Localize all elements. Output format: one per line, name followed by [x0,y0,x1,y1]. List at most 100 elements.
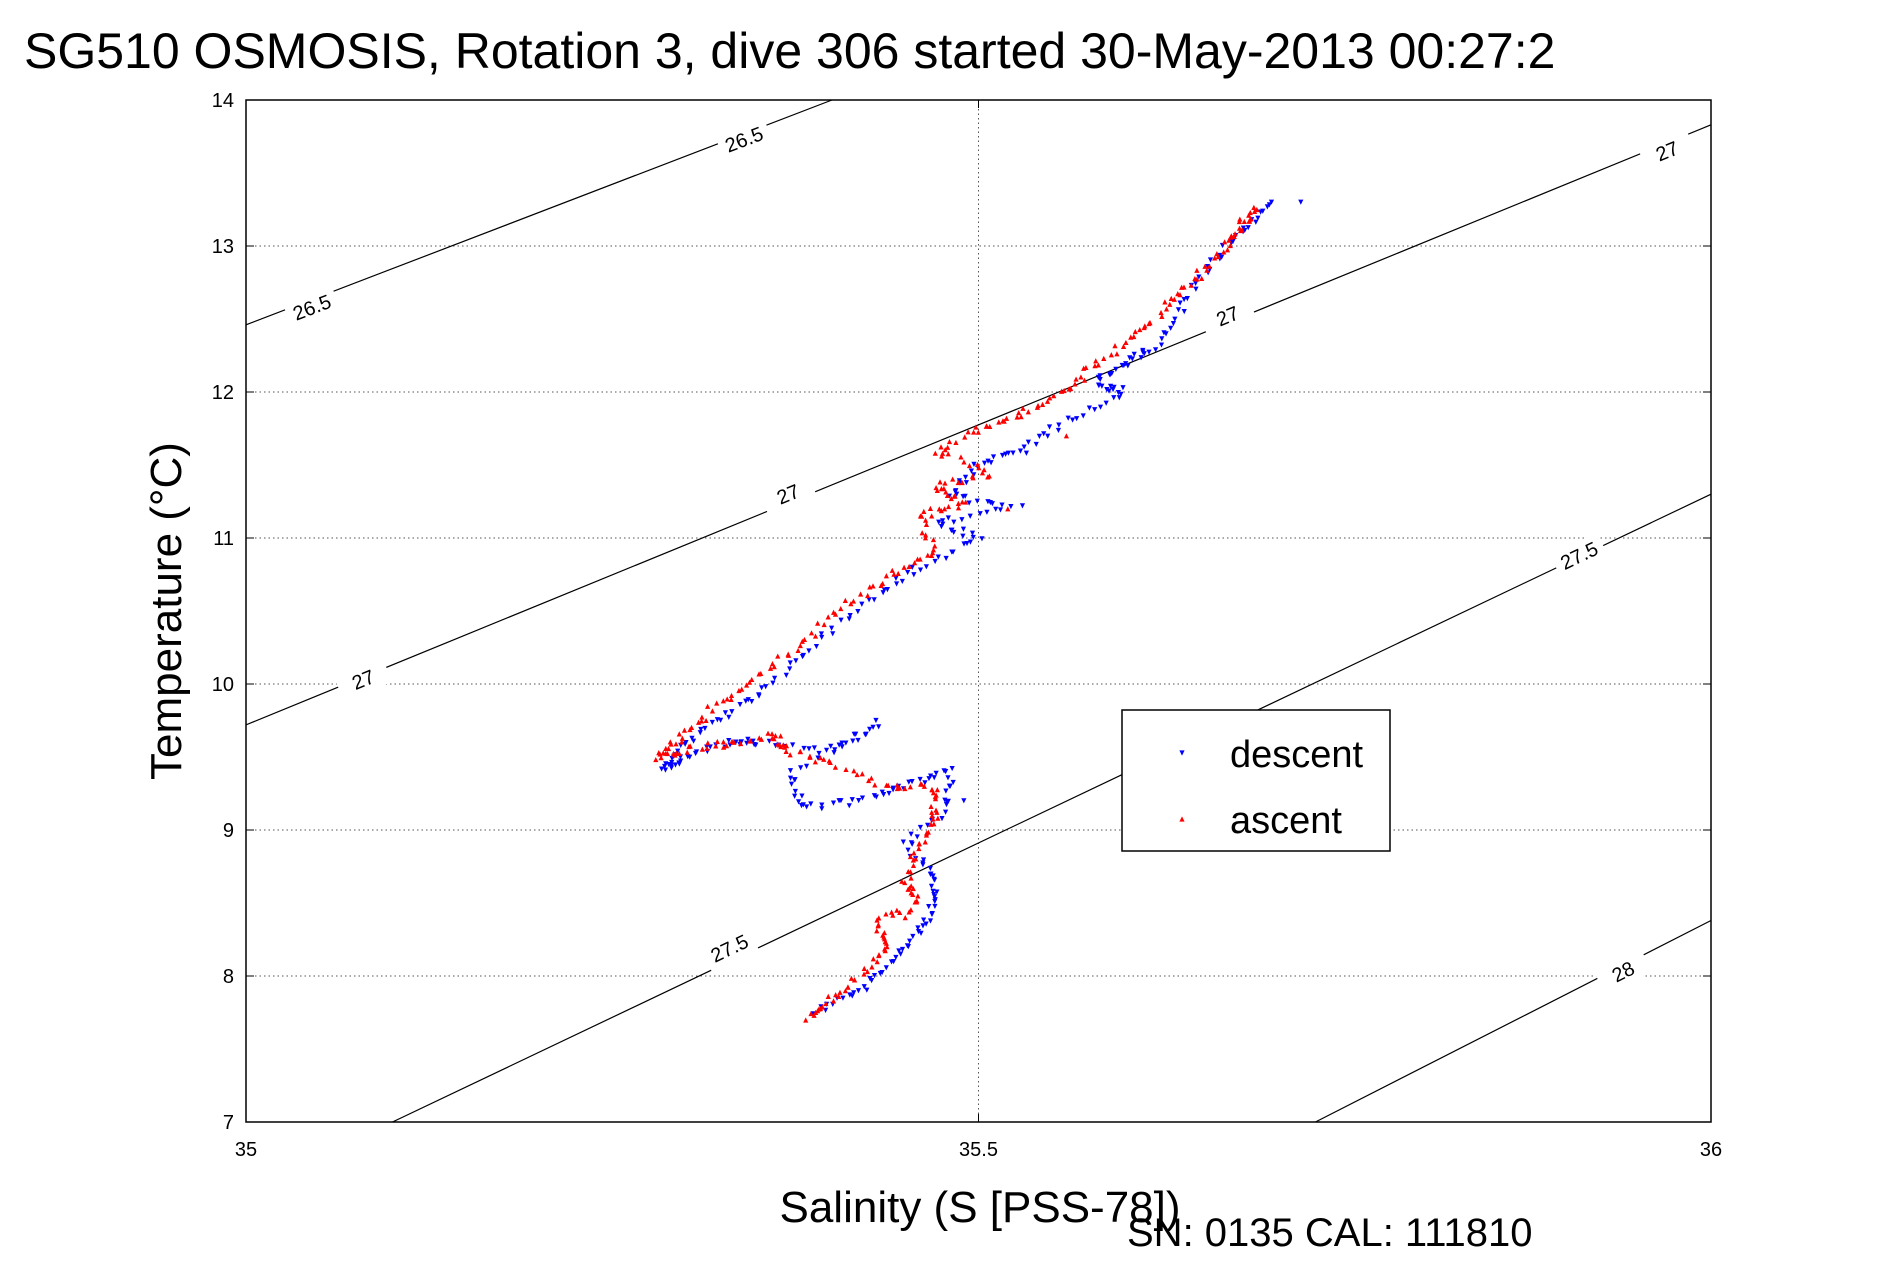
ascent-point [929,786,935,793]
ascent-point [870,583,876,589]
descent-point [839,744,845,750]
ascent-point [807,754,813,760]
descent-point [744,740,750,746]
descent-point [749,699,755,705]
ascent-point [945,503,952,510]
ascent-point [842,988,849,994]
descent-point [800,802,806,808]
descent-point [956,478,962,484]
descent-point [830,800,837,806]
descent-point [1002,451,1009,457]
descent-point [1092,407,1098,413]
ascent-point [1204,267,1210,273]
descent-point [952,489,958,495]
descent-point [790,742,796,748]
descent-point [931,894,938,900]
density-contour-28 [1315,919,1712,1123]
x-axis-label: Salinity (S [PSS-78]) [779,1183,1180,1232]
descent-point [999,452,1006,459]
descent-point [658,766,665,772]
descent-point [759,685,765,691]
descent-point [964,540,970,547]
ascent-point [720,739,727,745]
ascent-point [866,777,872,784]
descent-point [871,973,878,979]
descent-point [847,612,853,619]
ascent-point [1120,343,1127,349]
descent-point [722,710,729,716]
ascent-point [832,764,839,770]
ascent-point [815,620,821,626]
descent-point [1181,309,1187,315]
ascent-point [859,771,865,777]
descent-point [1069,417,1076,423]
descent-point [803,763,810,769]
descent-point [1196,274,1202,280]
ascent-point [714,738,720,745]
ascent-point [801,636,808,643]
ascent-point [935,815,941,821]
ascent-point [1018,413,1024,420]
ascent-point [1222,239,1228,245]
ascent-point [838,605,844,612]
descent-point [1298,199,1304,205]
ascent-point [958,454,964,460]
ascent-point [821,621,827,628]
ascent-point [767,665,774,671]
descent-point [932,897,938,903]
descent-point [876,724,882,730]
ascent-point [758,736,765,742]
descent-point [990,454,997,460]
ascent-point [769,661,776,667]
ascent-point [934,487,940,493]
descent-point [932,877,938,883]
ascent-point [901,564,907,570]
descent-point [1268,199,1275,205]
descent-point [846,616,852,622]
ascent-point [1215,253,1221,260]
y-tick-label: 14 [212,90,234,112]
descent-point [1193,280,1199,286]
descent-point [1140,347,1146,354]
descent-point [890,787,896,793]
descent-point [932,903,938,910]
descent-point [979,536,985,542]
ascent-point [917,513,924,519]
descent-point [929,911,935,918]
descent-point [1074,416,1080,422]
ascent-point [953,439,959,446]
ascent-point [1063,433,1069,439]
ascent-point [894,907,900,913]
ascent-point [872,782,878,788]
descent-point [927,865,933,872]
descent-point [663,761,669,767]
ascent-point [861,971,867,977]
series-ascent [653,204,1260,1023]
descent-point [869,978,875,984]
descent-point [1065,415,1071,421]
x-tick-label: 35.5 [959,1139,998,1161]
ascent-point [880,932,886,938]
ascent-point [823,1000,829,1007]
descent-point [859,795,866,801]
ascent-point [695,719,702,725]
descent-point [941,768,947,774]
ascent-point [1014,414,1020,420]
descent-point [806,648,812,654]
descent-point [896,948,902,954]
descent-point [1258,209,1264,215]
descent-point [930,888,936,894]
y-tick-label: 8 [223,966,234,988]
ascent-point [902,785,908,792]
legend: descent ascent [1121,709,1391,852]
descent-point [960,533,966,539]
descent-point [697,730,703,736]
descent-point [726,737,732,744]
ascent-point [1072,381,1078,387]
ascent-point [703,717,709,724]
descent-point [951,519,957,525]
ascent-point [983,423,989,429]
descent-point [977,511,983,517]
descent-point [920,923,926,929]
ascent-point [787,752,793,758]
